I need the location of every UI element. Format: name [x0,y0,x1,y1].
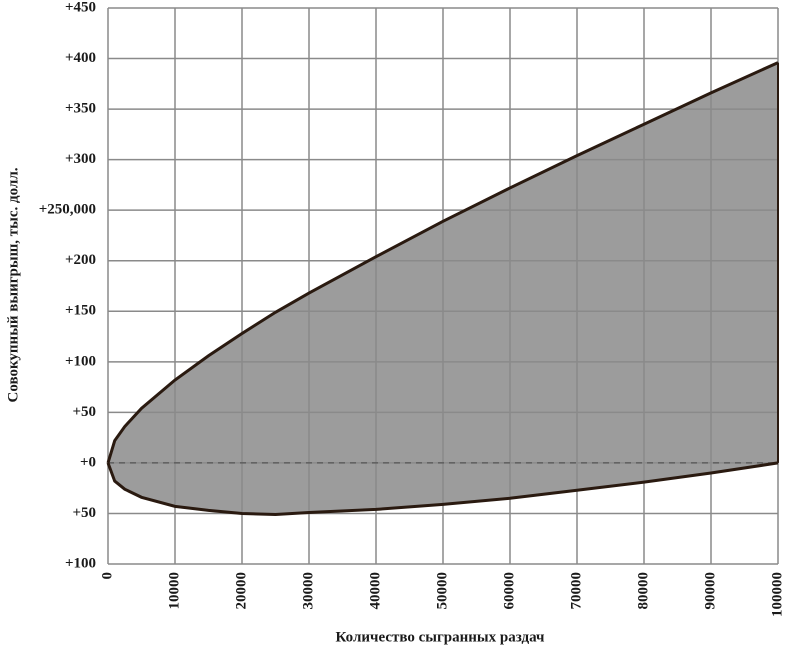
y-tick-label: +100 [65,555,96,571]
x-tick-label: 90000 [702,572,718,610]
y-axis-title: Совокупный выигрыш, тыс. долл. [5,167,21,402]
y-tick-label: +0 [80,454,96,470]
x-tick-label: 60000 [501,572,517,610]
x-tick-label: 20000 [233,572,249,610]
x-tick-label: 70000 [568,572,584,610]
x-tick-label: 30000 [300,572,316,610]
x-tick-label: 50000 [434,572,450,610]
y-tick-label: +50 [72,404,96,420]
x-tick-label: 40000 [367,572,383,610]
y-tick-label: +300 [65,151,96,167]
x-axis-title: Количество сыгранных раздач [336,629,545,645]
y-tick-label: +350 [65,101,96,117]
curve [106,61,779,464]
y-tick-label: +200 [65,252,96,268]
y-tick-label: +250,000 [39,202,96,218]
y-tick-label: +100 [65,353,96,369]
y-tick-label: +150 [65,303,96,319]
x-tick-label: 0 [99,572,115,580]
y-tick-label: +50 [72,505,96,521]
y-tick-label: +450 [65,0,96,15]
y-tick-label: +400 [65,50,96,66]
curve [106,461,779,516]
x-tick-label: 100000 [769,572,785,617]
x-tick-label: 10000 [166,572,182,610]
x-tick-label: 80000 [635,572,651,610]
